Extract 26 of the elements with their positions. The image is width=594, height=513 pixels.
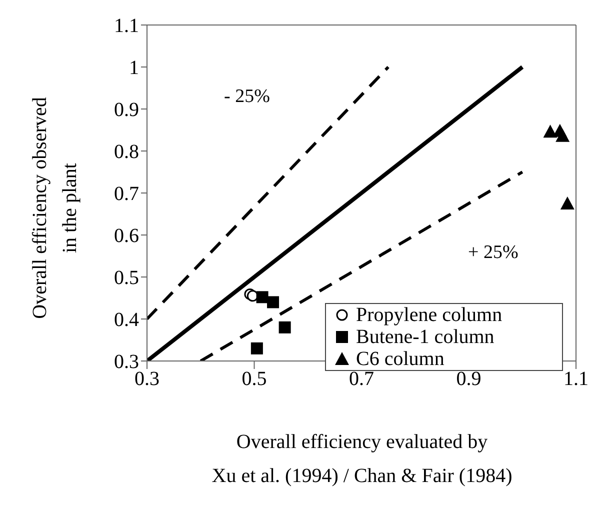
point xyxy=(256,291,268,304)
y-tick-label: 0.6 xyxy=(114,225,139,248)
y-tick-label: 0.8 xyxy=(114,141,139,164)
x-tick-label: 0.9 xyxy=(456,368,482,390)
point xyxy=(278,321,291,334)
y-tick-label: 0.7 xyxy=(114,183,139,206)
point xyxy=(267,296,280,308)
point xyxy=(560,196,574,210)
y-tick-label: 0.9 xyxy=(114,99,139,122)
x-tick-label: 0.5 xyxy=(242,368,267,390)
x-tick-label: 0.7 xyxy=(349,368,374,390)
annotation: + 25% xyxy=(468,242,518,264)
y-axis-title: Overall efficiency observed in the plant xyxy=(28,96,82,321)
legend-label: Butene-1 column xyxy=(356,326,494,348)
legend-label: C6 column xyxy=(356,348,444,370)
x-tick-label: 0.3 xyxy=(134,368,160,390)
y-tick-label: 0.5 xyxy=(114,267,139,290)
legend-label: Propylene column xyxy=(356,304,502,326)
y-tick-label: 0.4 xyxy=(114,309,139,332)
annotation: - 25% xyxy=(224,86,270,108)
y-tick-label: 1.1 xyxy=(114,15,139,38)
y-tick-label: 1 xyxy=(129,57,139,80)
x-tick-label: 1.1 xyxy=(564,368,588,390)
point xyxy=(250,342,263,354)
x-axis-title: Overall efficiency evaluated by Xu et al. (1994) / Chan & Fair (1984) xyxy=(210,430,514,488)
point xyxy=(556,128,570,142)
